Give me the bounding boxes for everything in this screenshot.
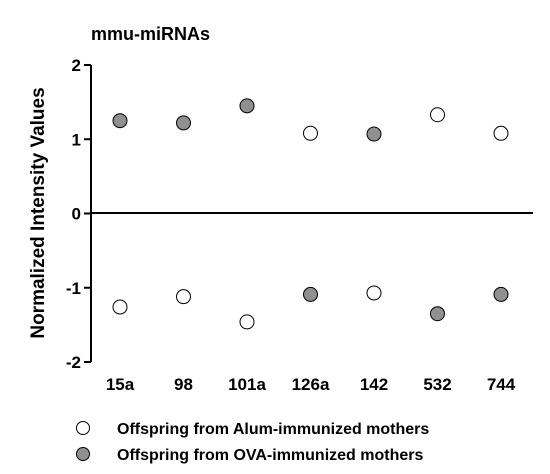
data-point-ova	[303, 286, 318, 302]
x-tick-label: 15a	[106, 375, 135, 394]
x-axis-tick-labels: 15a 98 101a 126a 142 532 744	[106, 375, 516, 394]
x-tick-label: 98	[174, 375, 193, 394]
x-tick-label: 744	[487, 375, 516, 394]
data-point-alum	[112, 299, 128, 315]
data-point-ova	[366, 126, 382, 142]
legend-label-ova: Offspring from OVA-immunized mothers	[117, 447, 423, 464]
data-point-alum	[430, 107, 445, 123]
data-point-ova	[239, 98, 255, 114]
data-point-alum	[366, 285, 382, 301]
data-points	[112, 98, 509, 330]
chart-title: mmu-miRNAs	[91, 24, 210, 44]
data-point-alum	[493, 125, 509, 141]
legend-marker-ova	[76, 447, 90, 461]
legend-label-alum: Offspring from Alum-immunized mothers	[117, 421, 429, 438]
data-point-alum	[176, 289, 191, 305]
y-axis-ticks: 2 1 0 -1 -2	[66, 56, 91, 372]
y-axis-label: Normalized Intensity Values	[28, 87, 49, 338]
x-tick-label: 532	[423, 375, 451, 394]
data-point-ova	[430, 306, 445, 322]
x-tick-label: 142	[360, 375, 388, 394]
data-point-ova	[493, 286, 509, 302]
data-point-ova	[112, 113, 128, 129]
y-tick-label: 2	[72, 56, 81, 75]
y-tick-label: -1	[66, 279, 81, 298]
y-tick-label: -2	[66, 353, 81, 372]
data-point-ova	[176, 115, 191, 131]
y-tick-label: 0	[72, 205, 81, 224]
x-tick-label: 126a	[292, 375, 330, 394]
y-tick-label: 1	[72, 130, 81, 149]
x-tick-label: 101a	[228, 375, 266, 394]
legend: Offspring from Alum-immunized mothers Of…	[76, 421, 429, 464]
data-point-alum	[303, 125, 318, 141]
data-point-alum	[239, 314, 255, 330]
legend-marker-alum	[76, 421, 90, 435]
